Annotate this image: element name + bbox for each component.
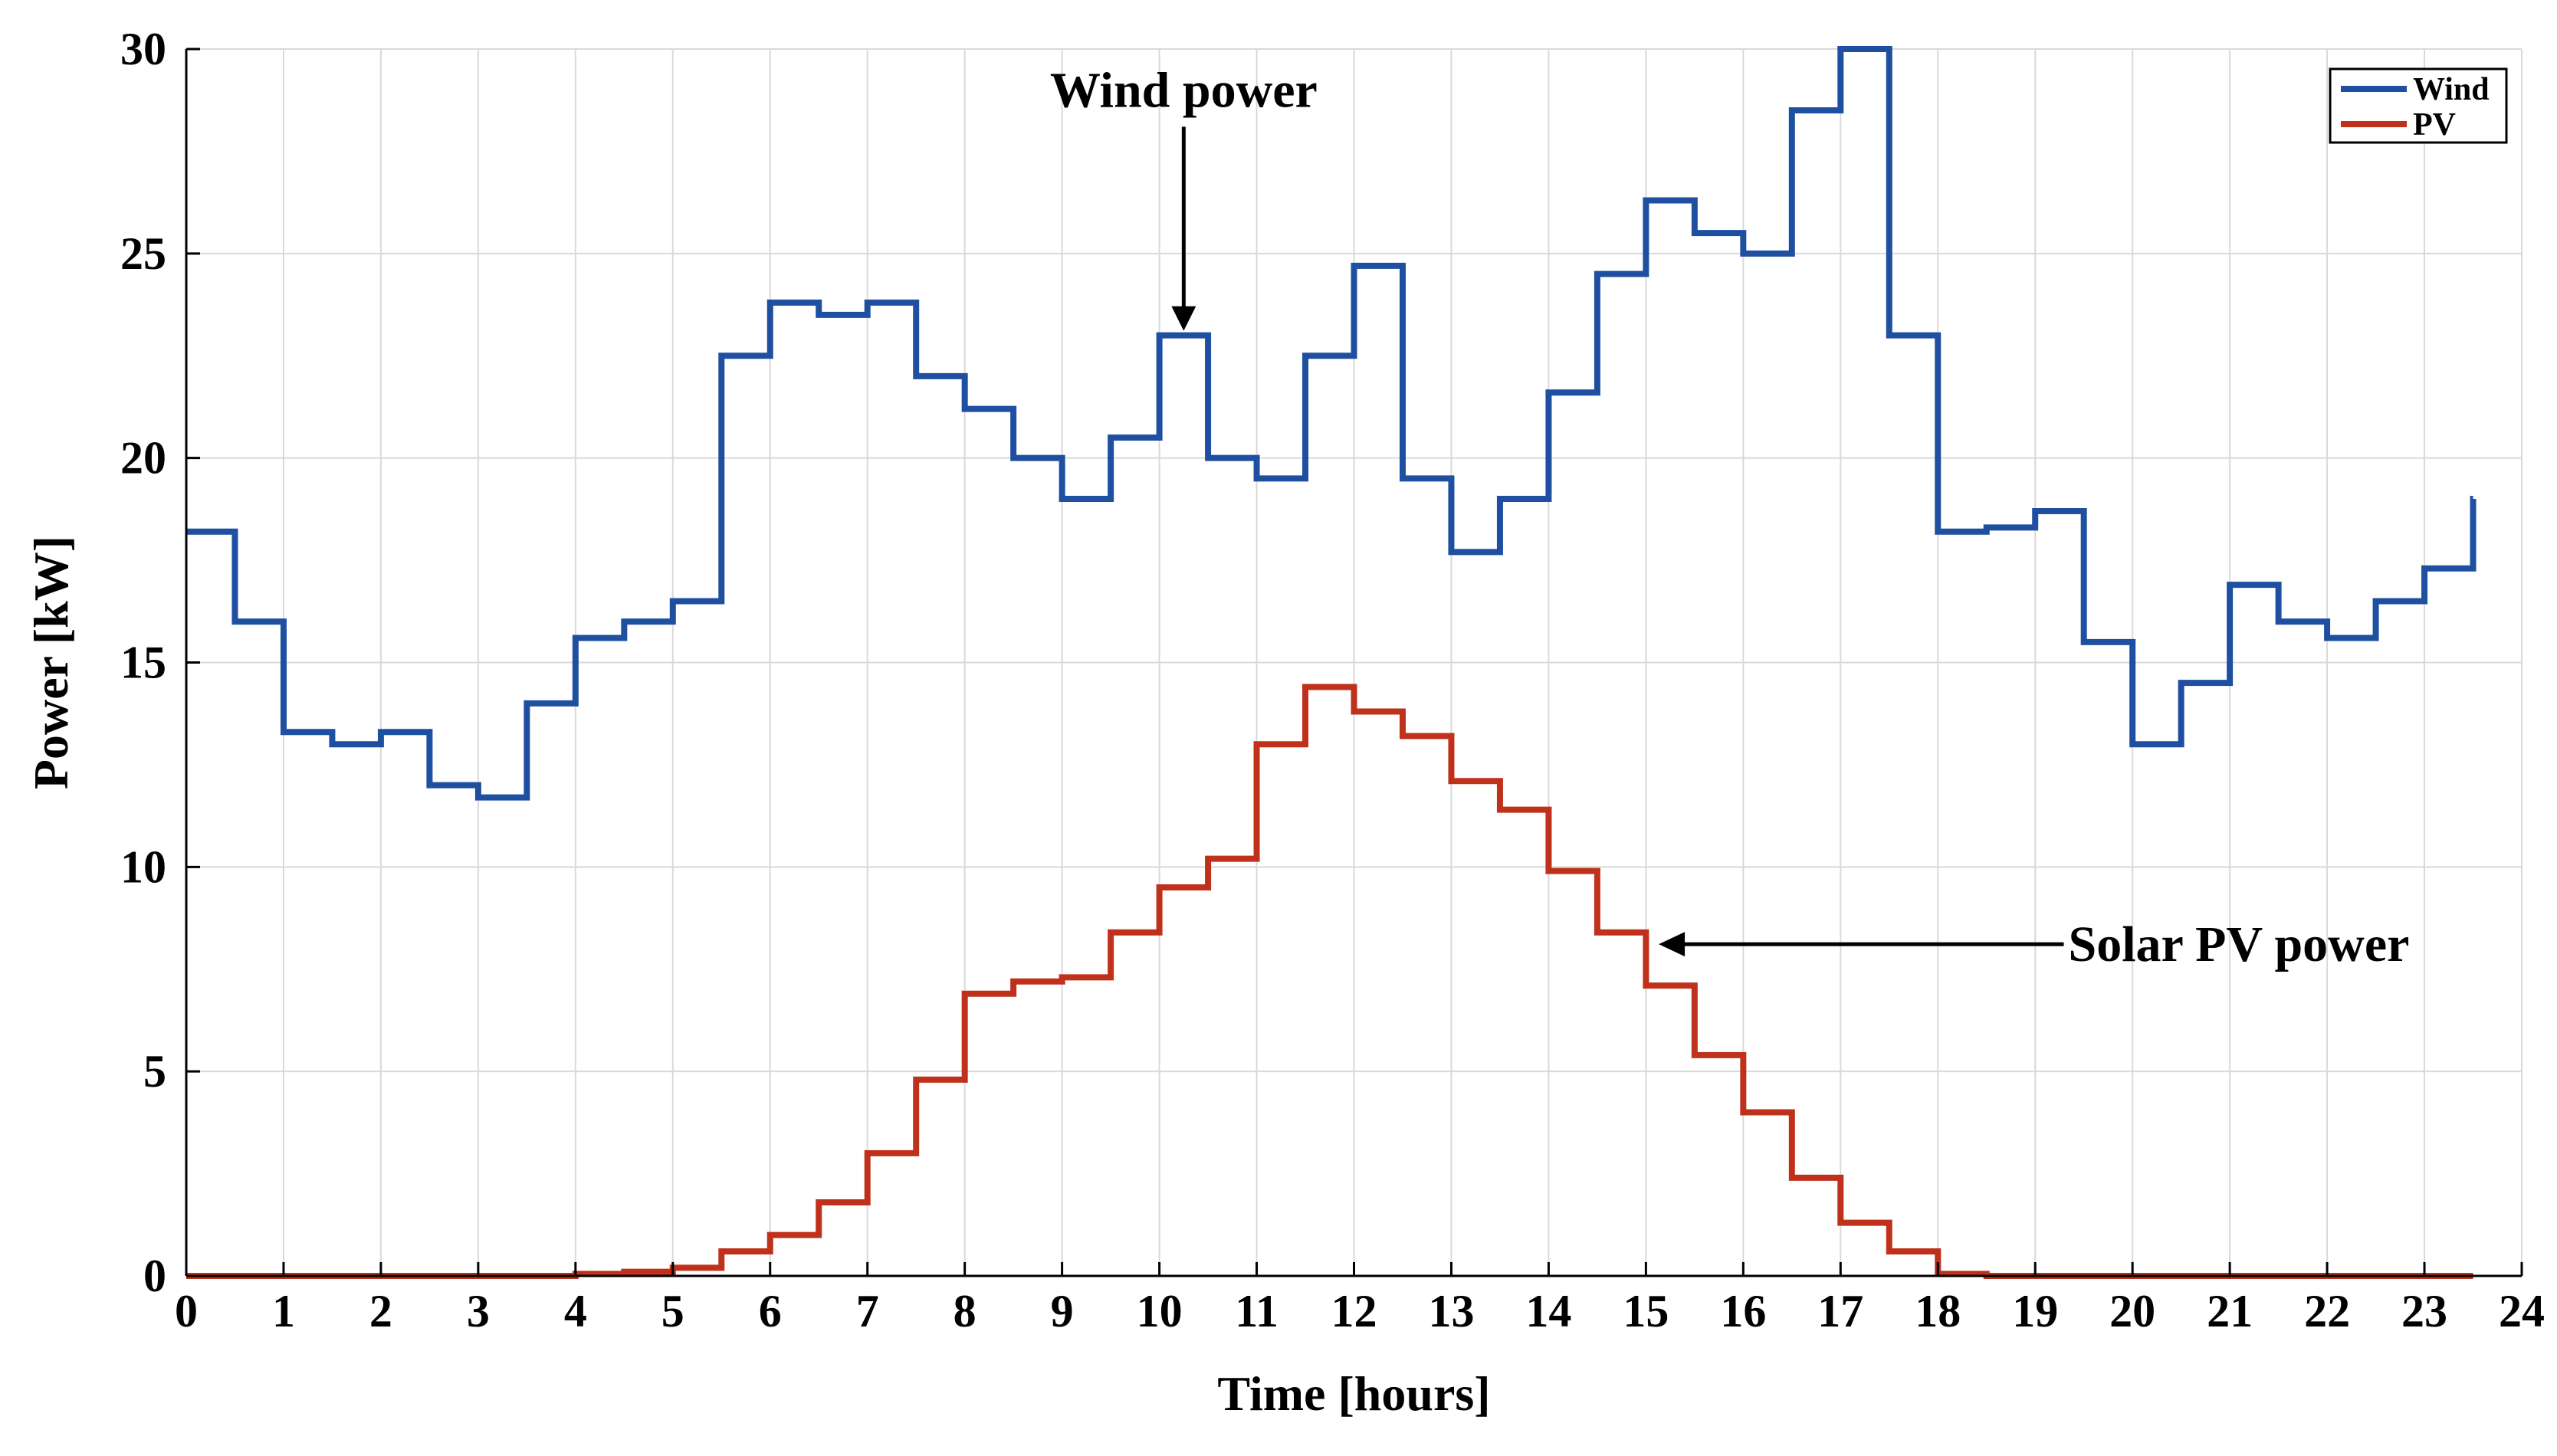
x-tick-label: 11 <box>1235 1286 1278 1336</box>
annotation-label-wind-power: Wind power <box>1050 62 1318 118</box>
x-tick-label: 17 <box>1817 1286 1863 1336</box>
x-tick-label: 23 <box>2401 1286 2447 1336</box>
x-tick-label: 1 <box>272 1286 295 1336</box>
x-tick-label: 21 <box>2207 1286 2253 1336</box>
x-axis-label: Time [hours] <box>1217 1366 1490 1421</box>
x-tick-label: 22 <box>2304 1286 2350 1336</box>
grid <box>185 48 2523 1277</box>
series-line-wind <box>186 46 2477 801</box>
legend-entry-pv: PV <box>2413 107 2456 143</box>
x-tick-label: 8 <box>954 1286 977 1336</box>
annotation-label-solar-pv-power: Solar PV power <box>2069 917 2410 972</box>
x-tick-label: 19 <box>2012 1286 2058 1336</box>
y-tick-label: 10 <box>120 841 166 892</box>
x-tick-label: 6 <box>759 1286 782 1336</box>
x-tick-label: 12 <box>1331 1286 1377 1336</box>
x-tick-label: 3 <box>467 1286 490 1336</box>
y-tick-label: 15 <box>120 638 166 688</box>
x-tick-label: 16 <box>1720 1286 1766 1336</box>
x-tick-label: 0 <box>175 1286 198 1336</box>
x-tick-label: 9 <box>1051 1286 1074 1336</box>
x-tick-label: 14 <box>1525 1286 1571 1336</box>
annotation-arrow-head <box>1171 306 1196 331</box>
y-axis-label: Power [kW] <box>24 536 78 789</box>
annotation-arrow-head <box>1659 932 1686 957</box>
x-tick-label: 10 <box>1137 1286 1183 1336</box>
y-tick-label: 30 <box>120 24 166 74</box>
x-tick-label: 4 <box>564 1286 587 1336</box>
x-tick-label: 7 <box>856 1286 879 1336</box>
y-tick-label: 25 <box>120 228 166 279</box>
x-tick-label: 18 <box>1915 1286 1961 1336</box>
x-tick-label: 15 <box>1623 1286 1669 1336</box>
x-tick-label: 24 <box>2499 1286 2545 1336</box>
legend-box <box>2329 67 2508 144</box>
x-tick-label: 2 <box>369 1286 392 1336</box>
x-tick-label: 20 <box>2109 1286 2155 1336</box>
y-tick-label: 20 <box>120 433 166 484</box>
y-tick-label: 0 <box>143 1251 166 1301</box>
x-tick-label: 13 <box>1428 1286 1474 1336</box>
x-tick-label: 5 <box>661 1286 684 1336</box>
axes: 0 1 2 3 4 5 6 7 8 9 10 11 12 13 14 15 16 17 18 19 20 21 22 23 24… <box>120 24 2545 1336</box>
y-tick-label: 5 <box>143 1046 166 1097</box>
annotations: Wind power Solar PV power <box>1050 62 2410 972</box>
legend-entry-wind: Wind <box>2413 72 2490 107</box>
